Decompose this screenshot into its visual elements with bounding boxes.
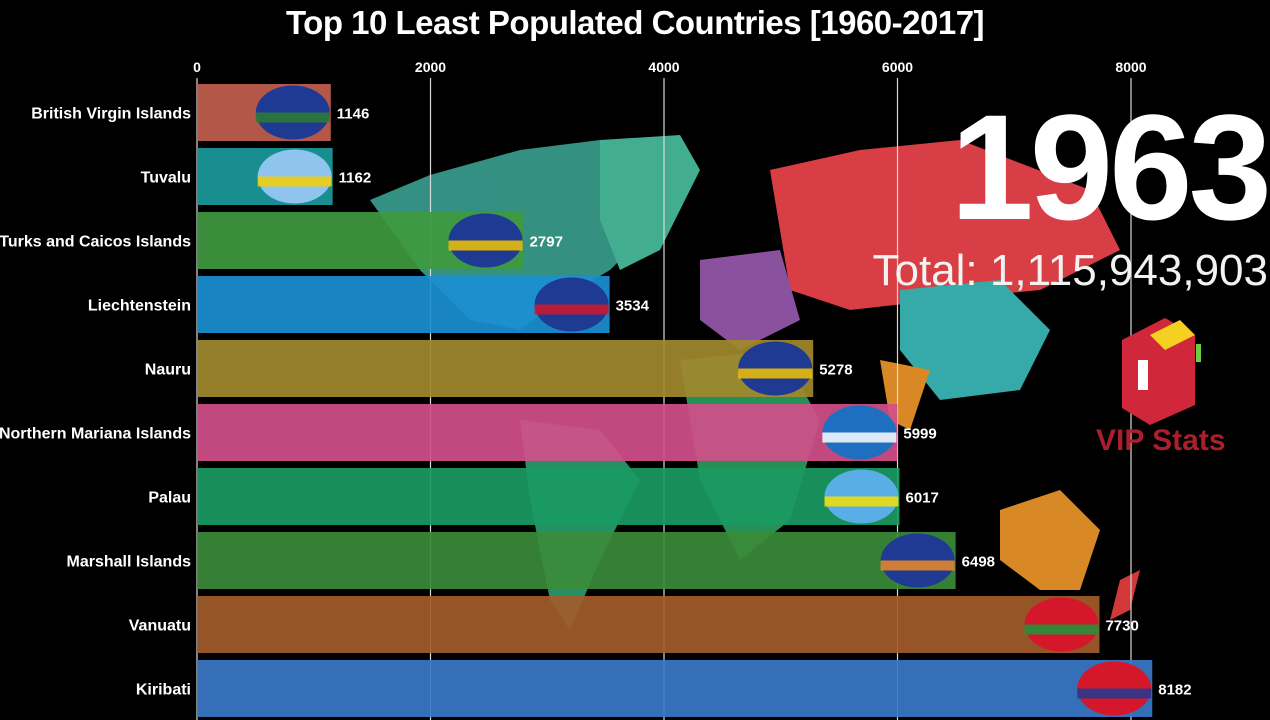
map-china <box>900 280 1050 400</box>
bar-row: Tuvalu 1162 <box>141 148 372 205</box>
bar-row: Palau 6017 <box>148 468 939 525</box>
year-label: 1963 <box>950 83 1270 251</box>
map-russia <box>770 140 1120 310</box>
value-label: 3534 <box>616 298 650 315</box>
value-label: 1162 <box>339 170 372 187</box>
value-label: 5278 <box>819 362 852 379</box>
x-tick-labels: 0 2000 4000 6000 8000 <box>193 59 1147 75</box>
map-europe <box>700 250 800 350</box>
value-label: 7730 <box>1105 618 1138 635</box>
bars: British Virgin Islands 1146 Tuvalu 1162 Turk… <box>0 84 1192 717</box>
flag-palau-icon <box>824 469 899 524</box>
bar-row: Marshall Islands 6498 <box>67 532 995 589</box>
map-new-zealand <box>1110 570 1140 620</box>
bar-row: Nauru 5278 <box>145 340 853 397</box>
value-label: 6498 <box>962 554 995 571</box>
flag-british-virgin-islands-icon <box>255 85 330 140</box>
value-label: 6017 <box>905 490 938 507</box>
value-label: 8182 <box>1158 682 1191 699</box>
bar-row: Vanuatu 7730 <box>129 596 1139 653</box>
flag-tuvalu-icon <box>257 149 332 204</box>
category-label: Turks and Caicos Islands <box>0 234 191 251</box>
bar <box>197 404 898 461</box>
flag-nauru-icon <box>738 341 813 396</box>
category-label: British Virgin Islands <box>31 106 191 123</box>
category-label: Liechtenstein <box>88 298 191 315</box>
flag-marshall-islands-icon <box>880 533 955 588</box>
flag-turks-and-caicos-icon <box>448 213 523 268</box>
category-label: Tuvalu <box>141 170 191 187</box>
bar-row: Liechtenstein 3534 <box>88 276 650 333</box>
bar <box>197 660 1153 717</box>
category-label: Northern Mariana Islands <box>0 426 191 443</box>
bar <box>197 340 814 397</box>
bar <box>197 532 956 589</box>
chart-title: Top 10 Least Populated Countries [1960-2… <box>285 4 985 41</box>
map-greenland <box>600 135 700 270</box>
bar <box>197 468 900 525</box>
x-tick-label: 8000 <box>1115 59 1146 75</box>
value-label: 5999 <box>903 426 936 443</box>
flag-kiribati-icon <box>1077 661 1152 716</box>
map-australia <box>1000 490 1100 590</box>
flag-liechtenstein-icon <box>534 277 609 332</box>
x-tick-label: 0 <box>193 59 201 75</box>
logo-text: VIP Stats <box>1096 424 1226 457</box>
x-tick-label: 4000 <box>648 59 679 75</box>
flag-northern-mariana-islands-icon <box>822 405 897 460</box>
category-label: Kiribati <box>136 682 191 699</box>
category-label: Vanuatu <box>129 618 191 635</box>
value-label: 2797 <box>530 234 563 251</box>
value-label: 1146 <box>337 106 370 123</box>
x-tick-label: 2000 <box>415 59 446 75</box>
category-label: Palau <box>148 490 191 507</box>
category-label: Nauru <box>145 362 191 379</box>
flag-vanuatu-icon <box>1024 597 1099 652</box>
bar-row: British Virgin Islands 1146 <box>31 84 369 141</box>
bar-row: Turks and Caicos Islands 2797 <box>0 212 563 269</box>
bar-row: Kiribati 8182 <box>136 660 1192 717</box>
category-label: Marshall Islands <box>67 554 192 571</box>
total-label: Total: 1,115,943,903 <box>872 246 1268 295</box>
x-tick-label: 6000 <box>882 59 913 75</box>
bar-row: Northern Mariana Islands 5999 <box>0 404 937 461</box>
bar <box>197 596 1100 653</box>
